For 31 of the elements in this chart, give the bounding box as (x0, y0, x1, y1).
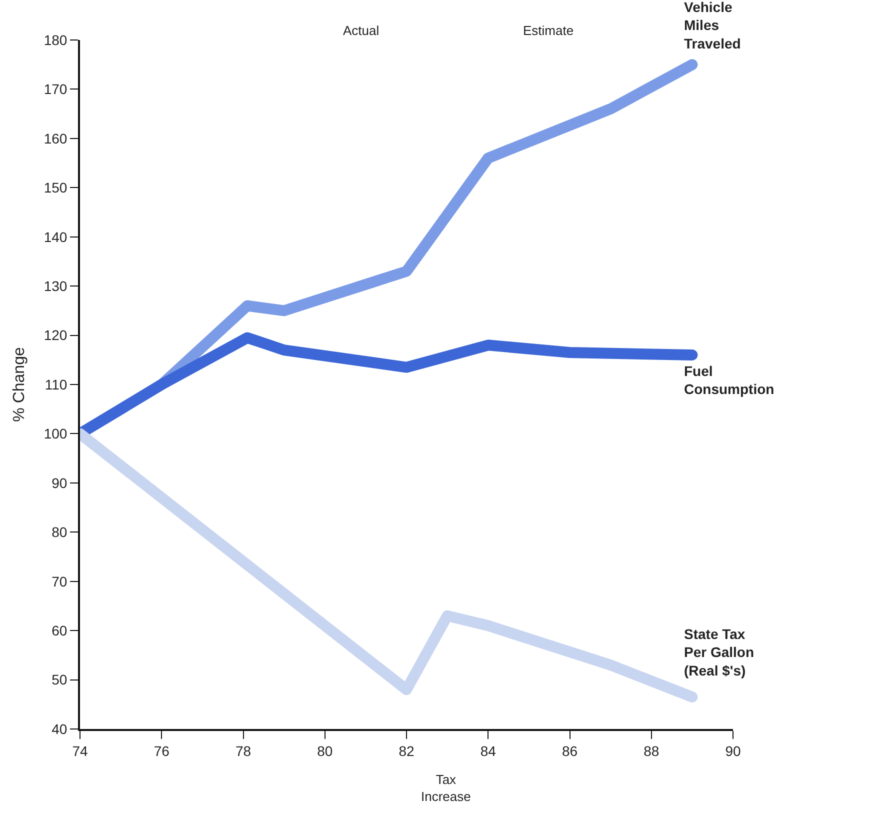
y-tick-label: 70 (52, 573, 68, 590)
series-label: Vehicle Miles Traveled (684, 0, 741, 52)
x-tick-label: 74 (72, 742, 88, 759)
x-tick-label: 90 (725, 742, 741, 759)
y-tick-label: 140 (44, 228, 68, 245)
y-tick-label: 130 (44, 278, 68, 294)
y-tick-label: 80 (52, 524, 68, 540)
y-tick-label: 170 (44, 81, 68, 98)
y-tick-label: 160 (44, 130, 68, 146)
y-tick-label: 180 (44, 32, 68, 48)
y-tick-label: 60 (52, 622, 68, 638)
y-axis-title: % Change (11, 347, 28, 422)
text: Estimate (523, 23, 574, 38)
series-label: Fuel Consumption (684, 363, 774, 398)
y-tick-label: 40 (52, 720, 68, 737)
y-tick-label: 90 (52, 474, 68, 491)
series-label: State Tax Per Gallon (Real $'s) (684, 626, 754, 678)
x-tick-label: 82 (398, 742, 414, 759)
y-tick-label: 50 (52, 672, 68, 688)
x-tick-label: 84 (480, 742, 496, 759)
x-tick-label: 76 (154, 742, 170, 759)
text: Actual (343, 23, 380, 38)
x-tick-label: 86 (562, 742, 578, 759)
y-tick-label: 100 (44, 426, 68, 442)
x-tick-label: 88 (644, 742, 660, 759)
text: Tax Increase (421, 772, 471, 804)
x-tick-label: 78 (235, 742, 252, 759)
y-tick-label: 110 (44, 376, 68, 392)
y-tick-label: 150 (44, 180, 68, 196)
y-tick-label: 120 (44, 327, 68, 344)
x-tick-label: 80 (317, 742, 333, 759)
